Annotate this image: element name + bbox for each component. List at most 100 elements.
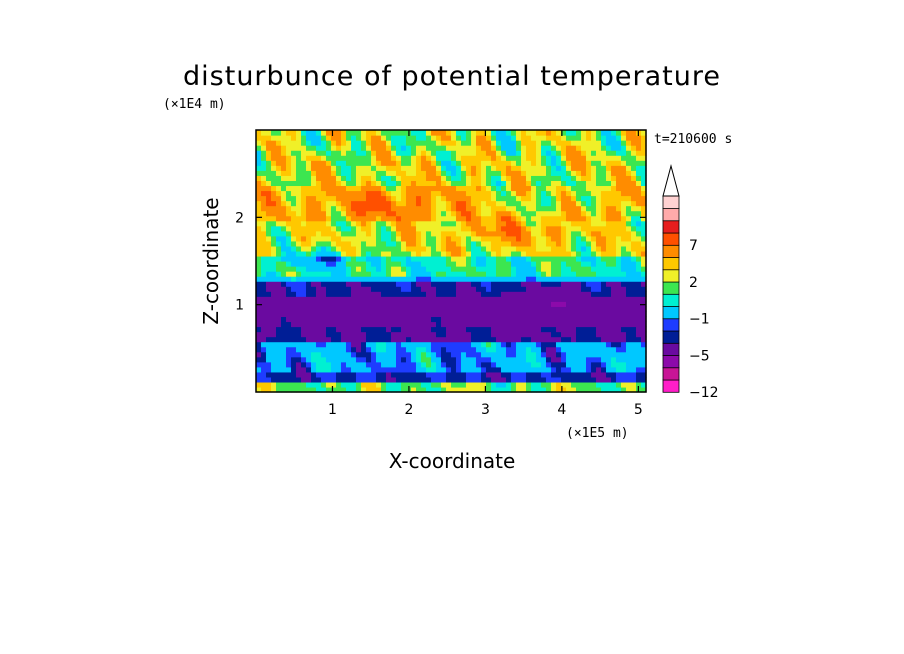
contour-cell — [466, 266, 472, 272]
contour-cell — [316, 316, 322, 323]
contour-cell — [466, 311, 472, 318]
contour-cell — [541, 381, 547, 388]
contour-cell — [631, 271, 637, 277]
contour-cell — [396, 276, 402, 282]
contour-cell — [426, 165, 432, 171]
contour-cell — [541, 366, 547, 373]
contour-cell — [541, 200, 547, 207]
contour-cell — [386, 316, 392, 323]
contour-cell — [341, 381, 347, 388]
contour-cell — [501, 250, 507, 257]
contour-cell — [321, 245, 327, 252]
chart-title: disturbunce of potential temperature — [183, 61, 721, 92]
contour-cell — [531, 220, 537, 227]
contour-cell — [361, 170, 367, 176]
contour-cell — [306, 281, 312, 287]
contour-cell — [501, 341, 507, 348]
contour-cell — [616, 351, 622, 358]
contour-cell — [641, 271, 647, 277]
contour-cell — [471, 376, 477, 383]
contour-cell — [551, 245, 557, 252]
contour-cell — [576, 301, 582, 307]
contour-cell — [396, 371, 402, 378]
contour-cell — [296, 296, 302, 302]
contour-cell — [636, 291, 642, 297]
contour-cell — [346, 311, 352, 318]
contour-cell — [426, 240, 432, 247]
contour-cell — [366, 210, 372, 217]
contour-cell — [421, 230, 427, 237]
contour-cell — [321, 250, 327, 257]
contour-cell — [606, 326, 612, 333]
contour-cell — [336, 250, 342, 257]
contour-cell — [371, 190, 377, 197]
contour-cell — [356, 145, 362, 151]
contour-cell — [546, 155, 552, 161]
contour-cell — [436, 190, 442, 197]
contour-cell — [446, 140, 452, 146]
contour-cell — [366, 135, 372, 141]
contour-cell — [426, 205, 432, 212]
contour-cell — [276, 150, 282, 156]
contour-cell — [331, 225, 337, 232]
contour-cell — [526, 230, 532, 237]
contour-cell — [406, 255, 412, 262]
contour-cell — [346, 261, 352, 267]
contour-cell — [456, 200, 462, 207]
contour-cell — [571, 366, 577, 373]
contour-cell — [581, 306, 587, 312]
contour-cell — [451, 205, 457, 212]
contour-cell — [351, 316, 357, 323]
contour-cell — [581, 130, 587, 136]
contour-cell — [306, 190, 312, 197]
contour-cell — [391, 381, 397, 388]
contour-cell — [326, 215, 332, 222]
contour-cell — [546, 371, 552, 378]
contour-cell — [496, 245, 502, 252]
contour-cell — [451, 331, 457, 338]
contour-cell — [376, 376, 382, 383]
contour-cell — [601, 261, 607, 267]
contour-cell — [451, 155, 457, 161]
contour-cell — [616, 240, 622, 247]
contour-cell — [301, 235, 307, 242]
contour-cell — [566, 160, 572, 166]
contour-cell — [311, 346, 317, 353]
contour-cell — [401, 266, 407, 272]
contour-cell — [426, 261, 432, 267]
contour-cell — [376, 266, 382, 272]
contour-cell — [571, 240, 577, 247]
contour-cell — [351, 356, 357, 363]
contour-cell — [421, 321, 427, 328]
contour-cell — [576, 376, 582, 383]
contour-cell — [556, 386, 562, 393]
contour-cell — [391, 200, 397, 207]
contour-cell — [276, 190, 282, 197]
contour-cell — [561, 210, 567, 217]
contour-cell — [281, 311, 287, 318]
contour-cell — [411, 326, 417, 333]
contour-cell — [466, 175, 472, 181]
contour-cell — [426, 255, 432, 262]
contour-cell — [566, 165, 572, 171]
contour-cell — [261, 225, 267, 232]
contour-cell — [566, 341, 572, 348]
contour-cell — [296, 130, 302, 136]
contour-cell — [401, 170, 407, 176]
contour-cell — [596, 145, 602, 151]
contour-cell — [346, 185, 352, 192]
contour-cell — [456, 261, 462, 267]
contour-cell — [366, 371, 372, 378]
contour-cell — [321, 346, 327, 353]
contour-cell — [641, 155, 647, 161]
contour-cell — [321, 215, 327, 222]
contour-cell — [266, 366, 272, 373]
contour-cell — [331, 341, 337, 348]
contour-cell — [596, 210, 602, 217]
contour-cell — [456, 326, 462, 333]
contour-cell — [461, 190, 467, 197]
contour-cell — [621, 135, 627, 141]
contour-cell — [621, 326, 627, 333]
contour-cell — [546, 271, 552, 277]
